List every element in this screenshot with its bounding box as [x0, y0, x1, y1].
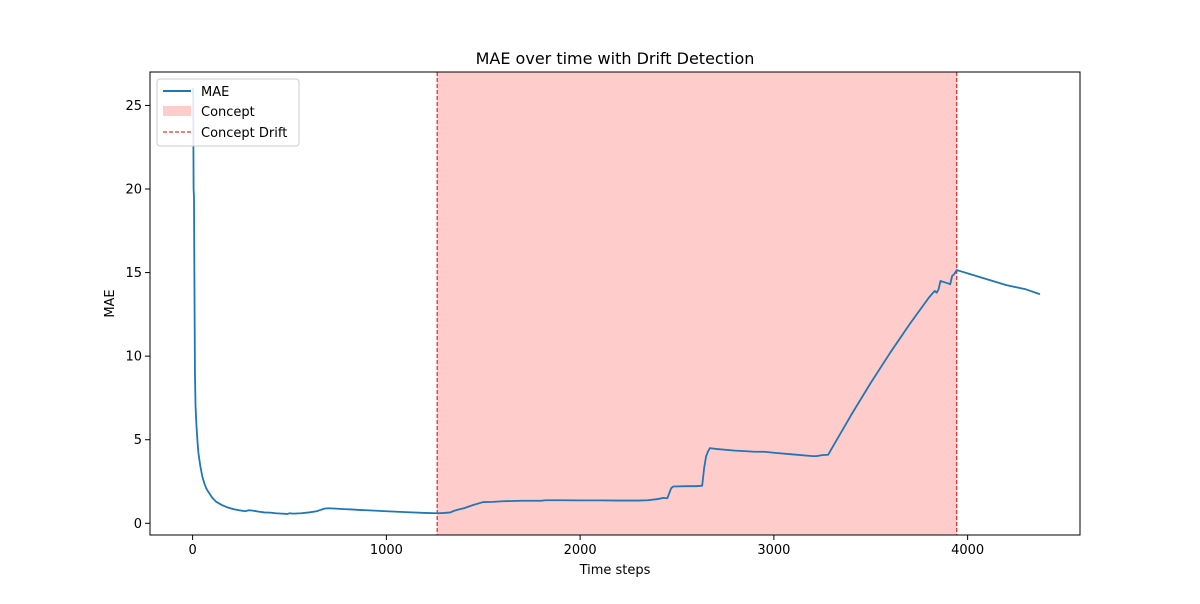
y-tick-label: 5 — [134, 433, 142, 448]
concept-region — [437, 72, 957, 535]
x-tick-label: 0 — [188, 543, 196, 558]
chart-title: MAE over time with Drift Detection — [476, 49, 755, 68]
y-tick-label: 25 — [125, 99, 142, 114]
legend: MAE Concept Concept Drift — [156, 78, 300, 147]
legend-concept-swatch — [163, 106, 191, 116]
legend-mae-label: MAE — [201, 85, 229, 100]
y-tick-label: 0 — [134, 517, 142, 532]
drift-lines-layer — [436, 72, 958, 535]
y-tick-label: 15 — [125, 266, 142, 281]
concept-region-layer — [437, 72, 957, 535]
x-ticks: 0 1000 2000 3000 4000 — [188, 535, 984, 558]
x-tick-label: 1000 — [370, 543, 403, 558]
series-line-mae — [191, 87, 1041, 515]
x-tick-label: 2000 — [564, 543, 597, 558]
plot-frame — [149, 71, 1081, 536]
x-axis-label: Time steps — [579, 563, 651, 578]
y-axis-label: MAE — [103, 289, 118, 317]
y-ticks: 0 5 10 15 20 25 — [125, 99, 150, 532]
series-layer — [191, 87, 1041, 515]
legend-concept-label: Concept — [201, 105, 255, 120]
legend-drift-label: Concept Drift — [201, 126, 287, 141]
y-tick-label: 10 — [125, 350, 142, 365]
x-tick-label: 4000 — [951, 543, 984, 558]
x-tick-label: 3000 — [757, 543, 790, 558]
legend-box — [156, 78, 300, 147]
y-tick-label: 20 — [125, 183, 142, 198]
